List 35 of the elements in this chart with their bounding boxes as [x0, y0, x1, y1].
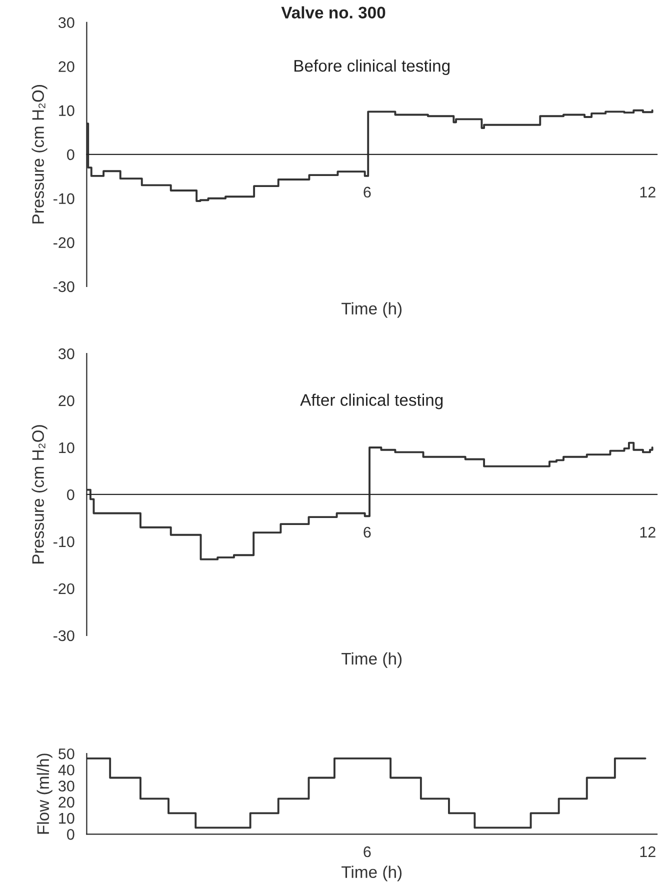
y-tick-label: -30 — [54, 630, 74, 642]
x-tick-label: 12 — [640, 526, 656, 538]
y-axis-title: Pressure (cm H₂O) — [32, 85, 48, 224]
x-tick-label: 6 — [364, 526, 371, 538]
y-tick-label: 20 — [58, 395, 74, 406]
x-tick-label: 12 — [640, 186, 656, 198]
y-tick-label: 30 — [58, 17, 74, 28]
y-tick-label: 10 — [59, 812, 74, 824]
y-tick-label: -10 — [54, 536, 74, 548]
y-tick-label: 10 — [59, 442, 74, 454]
x-tick-label: 6 — [364, 186, 371, 198]
text: After clinical testing — [300, 394, 443, 410]
x-axis-title: Time (h) — [342, 302, 402, 318]
y-tick-label: 0 — [67, 149, 74, 160]
chart-title: Valve no. 300 — [281, 6, 386, 19]
text: Before clinical testing — [294, 59, 450, 76]
y-tick-label: 0 — [67, 829, 74, 840]
x-tick-label: 12 — [640, 846, 656, 858]
y-axis-title: Pressure (cm H₂O) — [32, 425, 48, 564]
y-tick-label: 30 — [58, 348, 74, 360]
x-axis-title: Time (h) — [342, 652, 402, 668]
y-tick-label: 0 — [67, 489, 74, 500]
y-tick-label: 30 — [58, 780, 74, 792]
x-tick-label: 6 — [364, 846, 371, 858]
y-tick-label: -20 — [54, 583, 74, 594]
y-tick-label: 20 — [58, 61, 74, 72]
y-tick-label: 20 — [58, 796, 74, 808]
y-tick-label: 40 — [58, 764, 74, 776]
y-tick-label: 50 — [58, 748, 74, 760]
y-tick-label: -30 — [54, 281, 74, 292]
y-axis-title: Flow (ml/h) — [36, 754, 52, 834]
y-tick-label: -10 — [54, 193, 74, 204]
y-tick-label: -20 — [54, 237, 74, 248]
y-tick-label: 10 — [59, 105, 74, 116]
x-axis-title: Time (h) — [342, 866, 402, 882]
